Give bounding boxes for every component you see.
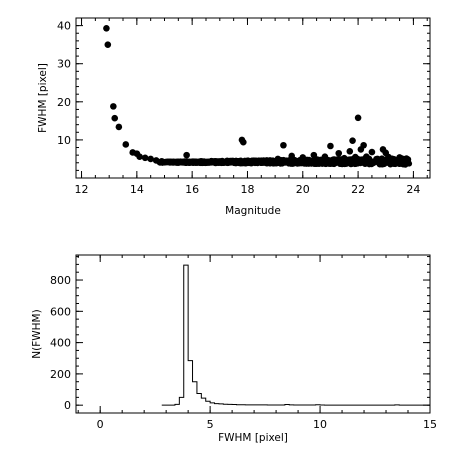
- scatter-point: [274, 155, 282, 163]
- scatter-point: [103, 24, 110, 32]
- scatter-plot-frame: [75, 17, 431, 179]
- scatter-tick-labels: 12 14 16 18 20 22 24 10 20 30 40: [57, 20, 420, 196]
- scatter-point: [111, 114, 119, 122]
- scatter-point: [293, 157, 301, 165]
- scatter-band-point: [347, 161, 354, 168]
- scatter-x-tick-label: 20: [296, 183, 310, 196]
- scatter-point: [396, 154, 403, 161]
- scatter-point: [340, 154, 348, 162]
- scatter-x-tick-label: 14: [130, 183, 144, 196]
- scatter-point: [104, 41, 112, 48]
- scatter-point: [368, 148, 376, 156]
- scatter-point: [257, 159, 265, 167]
- scatter-point: [141, 154, 149, 162]
- scatter-x-axis-label: Magnitude: [225, 205, 281, 217]
- scatter-point: [263, 157, 271, 164]
- histogram-x-tick-label: 15: [423, 418, 437, 431]
- histogram-y-tick-label: 0: [64, 399, 71, 412]
- scatter-point: [136, 153, 143, 160]
- scatter-point: [213, 158, 221, 165]
- scatter-point: [122, 141, 130, 148]
- scatter-point: [305, 157, 312, 164]
- scatter-x-tick-label: 18: [240, 183, 254, 196]
- scatter-point: [352, 153, 359, 161]
- histogram-y-tick-label: 800: [50, 274, 71, 287]
- histogram-tick-labels: 0 5 10 15 0 200 400 600 800: [50, 274, 437, 431]
- scatter-point: [230, 157, 237, 165]
- histogram-x-tick-label: 5: [207, 418, 214, 431]
- scatter-point: [169, 159, 177, 166]
- scatter-point: [280, 141, 287, 149]
- scatter-point: [163, 158, 171, 166]
- scatter-points: [103, 24, 412, 167]
- scatter-point: [224, 158, 232, 166]
- scatter-y-axis-label: FWHM [pixel]: [37, 63, 49, 133]
- histogram-x-tick-label: 0: [97, 418, 104, 431]
- scatter-point: [183, 151, 190, 159]
- scatter-point: [335, 149, 343, 157]
- scatter-point: [246, 159, 254, 166]
- scatter-point: [208, 159, 215, 166]
- scatter-point: [202, 158, 210, 166]
- scatter-point: [310, 151, 318, 159]
- scatter-point: [175, 158, 182, 166]
- scatter-point: [321, 153, 329, 160]
- scatter-point: [299, 154, 307, 161]
- scatter-y-tick-label: 40: [57, 20, 71, 33]
- scatter-point: [197, 159, 204, 167]
- scatter-point: [147, 155, 154, 163]
- scatter-band-point: [354, 160, 361, 167]
- scatter-point: [186, 159, 193, 167]
- scatter-x-tick-label: 22: [351, 183, 365, 196]
- histogram-x-tick-label: 10: [313, 418, 327, 431]
- scatter-point: [191, 158, 199, 165]
- magnitude-fwhm-scatter-panel: Magnitude FWHM [pixel] 12 14 16 18 20 22 24 10 2…: [37, 17, 431, 217]
- scatter-point: [269, 158, 276, 166]
- scatter-point: [282, 158, 290, 165]
- scatter-point: [158, 157, 166, 165]
- scatter-y-tick-label: 30: [57, 58, 71, 71]
- scatter-point: [110, 103, 117, 110]
- scatter-band-point: [288, 159, 295, 166]
- scatter-tick-marks: [76, 17, 430, 179]
- histogram-y-axis-label: N(FWHM): [31, 309, 43, 358]
- scatter-point: [252, 157, 260, 165]
- scatter-point: [360, 141, 367, 149]
- histogram-y-tick-label: 400: [50, 337, 71, 350]
- scatter-point: [363, 153, 370, 160]
- scatter-point: [349, 137, 356, 144]
- scatter-x-tick-label: 24: [406, 183, 420, 196]
- histogram-plot-frame: [75, 254, 431, 414]
- histogram-y-tick-label: 600: [50, 305, 71, 318]
- scatter-x-tick-label: 12: [75, 183, 89, 196]
- scatter-point: [219, 159, 226, 167]
- scatter-point: [354, 114, 362, 122]
- scatter-point: [240, 138, 247, 146]
- histogram-tick-marks: [76, 255, 431, 414]
- scatter-band-point: [342, 160, 349, 167]
- scatter-point: [329, 156, 337, 164]
- scatter-point: [385, 153, 392, 161]
- histogram-x-axis-label: FWHM [pixel]: [218, 432, 288, 444]
- histogram-y-tick-label: 200: [50, 368, 71, 381]
- scatter-x-tick-label: 16: [185, 183, 199, 196]
- histogram-step-line: [161, 264, 430, 406]
- scatter-point: [288, 152, 296, 160]
- scatter-point: [327, 142, 334, 150]
- scatter-point: [316, 157, 323, 165]
- scatter-band-point: [366, 158, 373, 165]
- scatter-y-tick-label: 10: [57, 134, 71, 147]
- scatter-y-tick-label: 20: [57, 96, 71, 109]
- scatter-point: [152, 157, 160, 164]
- fwhm-histogram-panel: FWHM [pixel] N(FWHM) 0 5 10 15 0 200 400 600 800: [31, 254, 437, 444]
- scatter-point: [404, 158, 412, 166]
- scatter-point: [390, 156, 398, 163]
- scatter-point: [346, 148, 354, 155]
- scatter-point: [374, 155, 381, 163]
- scatter-point: [115, 123, 123, 131]
- scatter-point: [241, 158, 249, 165]
- scatter-band-point: [360, 159, 367, 166]
